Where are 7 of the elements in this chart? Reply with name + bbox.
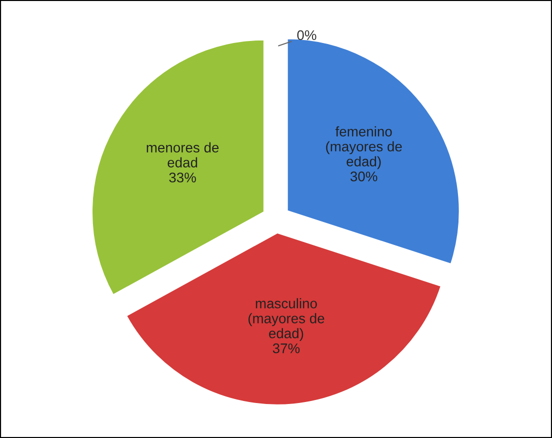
data-label: 37% (272, 343, 300, 354)
data-label: 30% (350, 172, 378, 182)
data-label: 33% (169, 172, 196, 182)
slice-label: masculino (mayores de edad) (248, 298, 324, 342)
slice-label: menores de edad (146, 142, 219, 168)
text: 0% (297, 30, 316, 40)
slice-label: femenino (mayores de edad) (326, 126, 402, 170)
